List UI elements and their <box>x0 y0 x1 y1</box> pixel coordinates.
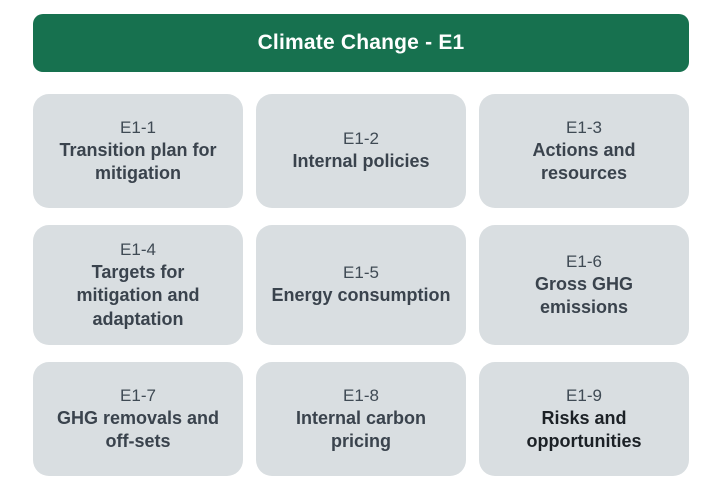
card-title: Risks and opportunities <box>526 407 642 452</box>
topic-grid: E1-1 Transition plan for mitigation E1-2… <box>33 94 689 476</box>
card-id: E1-3 <box>566 117 602 137</box>
card-id: E1-5 <box>343 263 379 283</box>
card-e1-3: E1-3 Actions and resources <box>479 94 689 208</box>
card-id: E1-7 <box>120 385 156 405</box>
card-e1-1: E1-1 Transition plan for mitigation <box>33 94 243 208</box>
card-title: GHG removals and off-sets <box>56 407 220 452</box>
card-title: Internal carbon pricing <box>295 407 427 452</box>
card-e1-8: E1-8 Internal carbon pricing <box>256 362 466 476</box>
card-title: Transition plan for mitigation <box>59 139 217 184</box>
card-e1-7: E1-7 GHG removals and off-sets <box>33 362 243 476</box>
card-id: E1-1 <box>120 117 156 137</box>
card-id: E1-6 <box>566 251 602 271</box>
page-title: Climate Change - E1 <box>257 31 465 54</box>
card-e1-4: E1-4 Targets for mitigation and adaptati… <box>33 225 243 345</box>
card-e1-5: E1-5 Energy consumption <box>256 225 466 345</box>
card-title: Targets for mitigation and adaptation <box>76 261 200 329</box>
header-banner: Climate Change - E1 <box>33 14 689 72</box>
card-id: E1-4 <box>120 239 156 259</box>
card-title: Gross GHG emissions <box>534 273 634 318</box>
card-title: Energy consumption <box>271 285 451 306</box>
card-e1-9: E1-9 Risks and opportunities <box>479 362 689 476</box>
card-e1-2: E1-2 Internal policies <box>256 94 466 208</box>
card-title: Internal policies <box>292 151 430 172</box>
card-id: E1-9 <box>566 385 602 405</box>
card-e1-6: E1-6 Gross GHG emissions <box>479 225 689 345</box>
card-id: E1-2 <box>343 129 379 149</box>
card-title: Actions and resources <box>532 139 636 184</box>
card-id: E1-8 <box>343 385 379 405</box>
